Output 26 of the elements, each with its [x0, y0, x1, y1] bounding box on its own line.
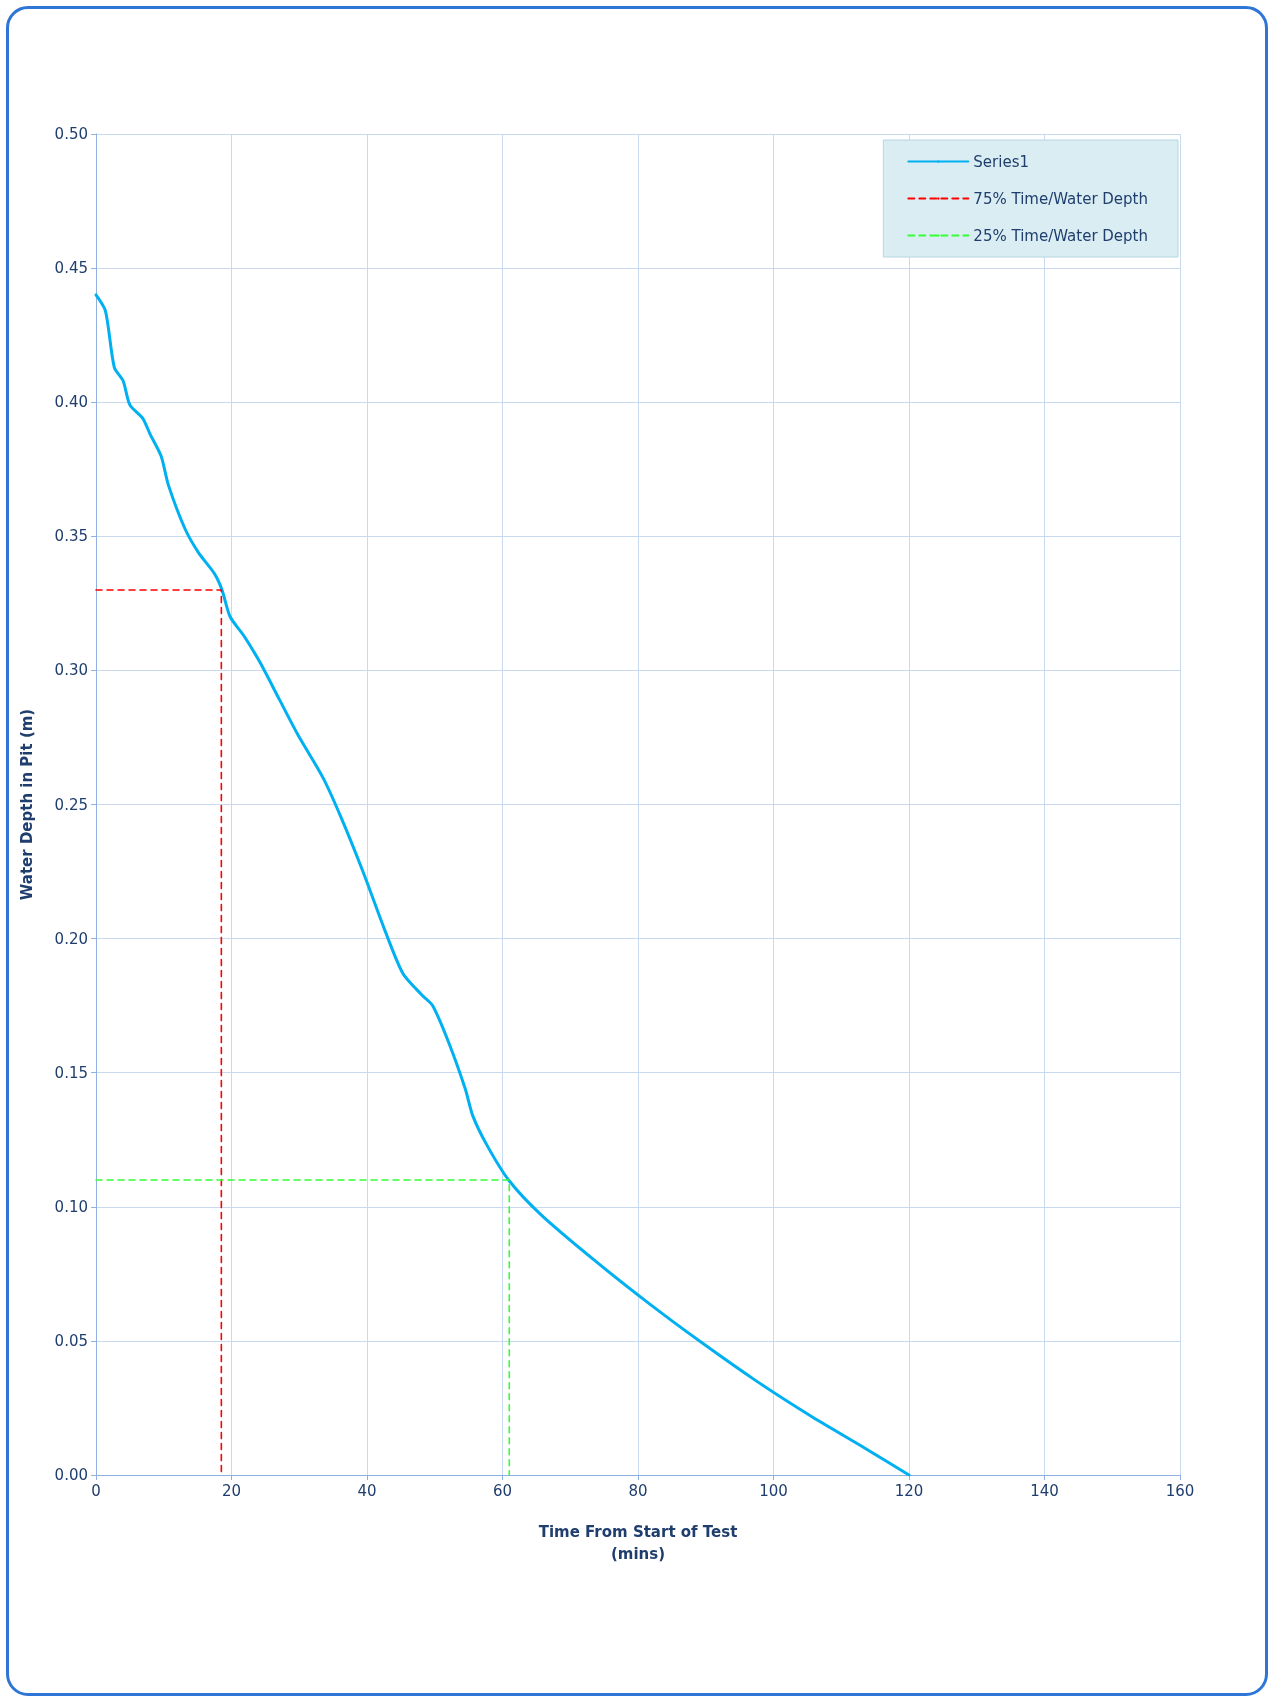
y-axis-title: Water Depth in Pit (m) [17, 708, 36, 901]
y-tick-label: 0.25 [54, 795, 88, 814]
y-tick-label: 0.00 [54, 1466, 88, 1484]
x-tick-label: 140 [1030, 1481, 1059, 1500]
x-tick-label: 160 [1165, 1481, 1195, 1500]
y-tick-label: 0.40 [54, 393, 88, 412]
y-tick-label: 0.35 [54, 527, 88, 546]
legend-label: 75% Time/Water Depth [973, 189, 1148, 208]
legend-label: 25% Time/Water Depth [973, 226, 1148, 245]
x-tick-label: 60 [492, 1481, 513, 1500]
x-tick-label: 80 [628, 1481, 648, 1500]
y-tick-label: 0.30 [54, 661, 88, 680]
legend-label: Series1 [973, 152, 1029, 171]
y-tick-label: 0.20 [54, 929, 88, 948]
x-tick-label: 100 [759, 1481, 788, 1500]
y-tick-label: 0.50 [54, 125, 88, 143]
x-tick-label: 40 [357, 1481, 377, 1500]
y-tick-label: 0.15 [54, 1063, 88, 1082]
y-tick-label: 0.05 [54, 1331, 88, 1350]
x-tick-label: 0 [91, 1481, 101, 1500]
line-series [94, 293, 911, 1477]
x-tick-label: 20 [221, 1481, 242, 1500]
y-tick-label: 0.10 [54, 1197, 88, 1216]
x-axis-title: Time From Start of Test (mins) [538, 1523, 738, 1563]
y-tick-label: 0.45 [54, 259, 88, 278]
x-tick-label: 120 [894, 1481, 924, 1500]
